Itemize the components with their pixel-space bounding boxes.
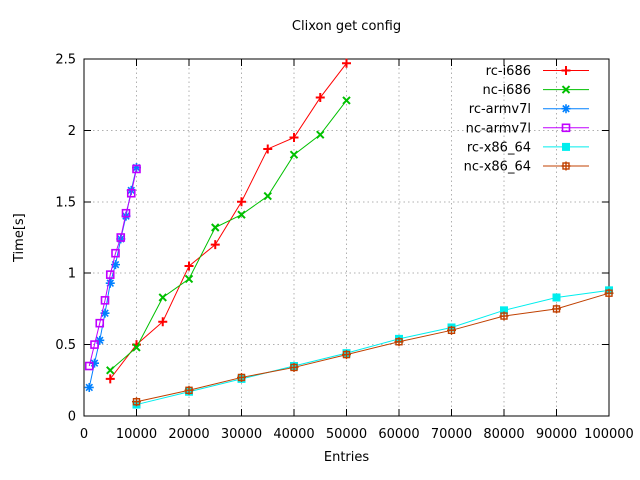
series-rc-i686 <box>105 58 351 384</box>
y-tick-labels: 0 0.5 1 1.5 2 2.5 <box>55 53 76 425</box>
y-tick-label: 0 <box>68 410 76 425</box>
x-tick-label: 80000 <box>483 427 524 442</box>
marker-cross <box>237 210 246 219</box>
marker-asterisk <box>562 104 570 113</box>
marker-open-square <box>95 318 105 328</box>
marker-cross <box>211 223 220 232</box>
x-tick-labels: 0 10000 20000 30000 40000 50000 60000 70000 8000… <box>80 427 634 442</box>
marker-cross <box>184 274 194 284</box>
marker-plus <box>237 197 246 207</box>
marker-plus <box>342 58 351 68</box>
marker-open-square <box>100 296 110 305</box>
series-line-rc-i686 <box>109 62 347 380</box>
legend-label: nc-armv7l <box>466 121 531 136</box>
marker-boxed-plus <box>447 326 456 335</box>
marker-open-square <box>126 188 136 198</box>
marker-boxed-plus <box>562 162 570 170</box>
marker-plus <box>315 93 325 103</box>
marker-cross <box>132 343 141 352</box>
chart-title: Clixon get config <box>291 19 402 34</box>
legend-item-rc-x86_64: rc-x86_64 <box>467 140 589 155</box>
marker-plus <box>184 261 194 271</box>
series-line-nc-i686 <box>109 100 347 371</box>
marker-cross <box>106 366 115 375</box>
marker-plus <box>263 144 273 154</box>
y-tick-label: 0.5 <box>55 338 76 353</box>
x-tick-label: 70000 <box>431 427 472 442</box>
marker-boxed-plus <box>290 363 298 372</box>
x-tick-label: 60000 <box>378 427 419 442</box>
legend-item-rc-i686: rc-i686 <box>486 64 589 79</box>
legend-item-rc-armv7l: rc-armv7l <box>469 102 589 117</box>
x-tick-label: 0 <box>80 427 88 442</box>
legend: rc-i686 nc-i686 rc-armv7l nc-armv7l rc-x86_6… <box>464 64 589 175</box>
x-tick-label: 50000 <box>326 427 367 442</box>
marker-boxed-plus <box>132 398 141 406</box>
legend-item-nc-armv7l: nc-armv7l <box>466 121 589 136</box>
legend-label: nc-i686 <box>482 83 531 98</box>
marker-open-square <box>84 361 94 371</box>
marker-open-square <box>90 340 99 349</box>
y-tick-label: 1 <box>68 267 76 282</box>
marker-plus <box>105 374 115 384</box>
marker-plus <box>561 66 571 75</box>
y-tick-label: 2.5 <box>55 53 76 68</box>
marker-cross <box>158 293 167 302</box>
marker-boxed-plus <box>552 305 561 313</box>
x-tick-label: 30000 <box>221 427 262 442</box>
legend-label: rc-i686 <box>486 64 531 79</box>
legend-item-nc-x86_64: nc-x86_64 <box>464 160 589 175</box>
marker-filled-square <box>552 293 561 302</box>
marker-boxed-plus <box>605 289 613 297</box>
marker-open-square <box>121 208 131 218</box>
y-tick-label: 1.5 <box>55 195 76 210</box>
x-tick-label: 20000 <box>168 427 209 442</box>
y-axis-label: Time[s] <box>12 213 27 262</box>
series-line-rc-x86_64 <box>136 289 610 406</box>
marker-plus <box>210 240 220 250</box>
x-tick-label: 10000 <box>116 427 157 442</box>
marker-open-square <box>116 233 126 242</box>
marker-cross <box>289 150 299 159</box>
marker-boxed-plus <box>500 312 508 320</box>
x-tick-label: 40000 <box>273 427 314 442</box>
marker-plus <box>158 317 168 327</box>
marker-cross <box>263 191 272 201</box>
marker-plus <box>289 133 299 143</box>
marker-cross <box>561 85 571 94</box>
series-nc-i686 <box>106 96 351 375</box>
marker-boxed-plus <box>185 386 193 394</box>
legend-label: rc-armv7l <box>469 102 531 117</box>
x-tick-label: 90000 <box>536 427 577 442</box>
marker-filled-square <box>562 142 570 151</box>
series-line-nc-x86_64 <box>136 292 610 403</box>
marker-boxed-plus <box>237 373 246 382</box>
marker-open-square <box>132 164 141 174</box>
series-line-nc-armv7l <box>88 168 137 367</box>
marker-filled-square <box>500 306 508 315</box>
marker-open-square <box>111 248 120 258</box>
x-tick-label: 100000 <box>584 427 634 442</box>
y-tick-label: 2 <box>68 124 76 139</box>
marker-open-square <box>561 123 571 133</box>
marker-boxed-plus <box>395 338 403 346</box>
marker-cross <box>316 130 325 139</box>
legend-label: nc-x86_64 <box>464 160 531 175</box>
axis-ticks <box>83 58 610 417</box>
marker-open-square <box>105 270 115 279</box>
series-rc-x86_64 <box>132 286 613 409</box>
legend-label: rc-x86_64 <box>467 140 531 155</box>
x-axis-label: Entries <box>323 450 370 465</box>
marker-asterisk <box>85 383 94 392</box>
marker-cross <box>342 96 351 105</box>
marker-boxed-plus <box>342 350 351 359</box>
legend-item-nc-i686: nc-i686 <box>482 83 589 98</box>
series-nc-x86_64 <box>132 288 614 407</box>
series-nc-armv7l <box>84 164 141 371</box>
